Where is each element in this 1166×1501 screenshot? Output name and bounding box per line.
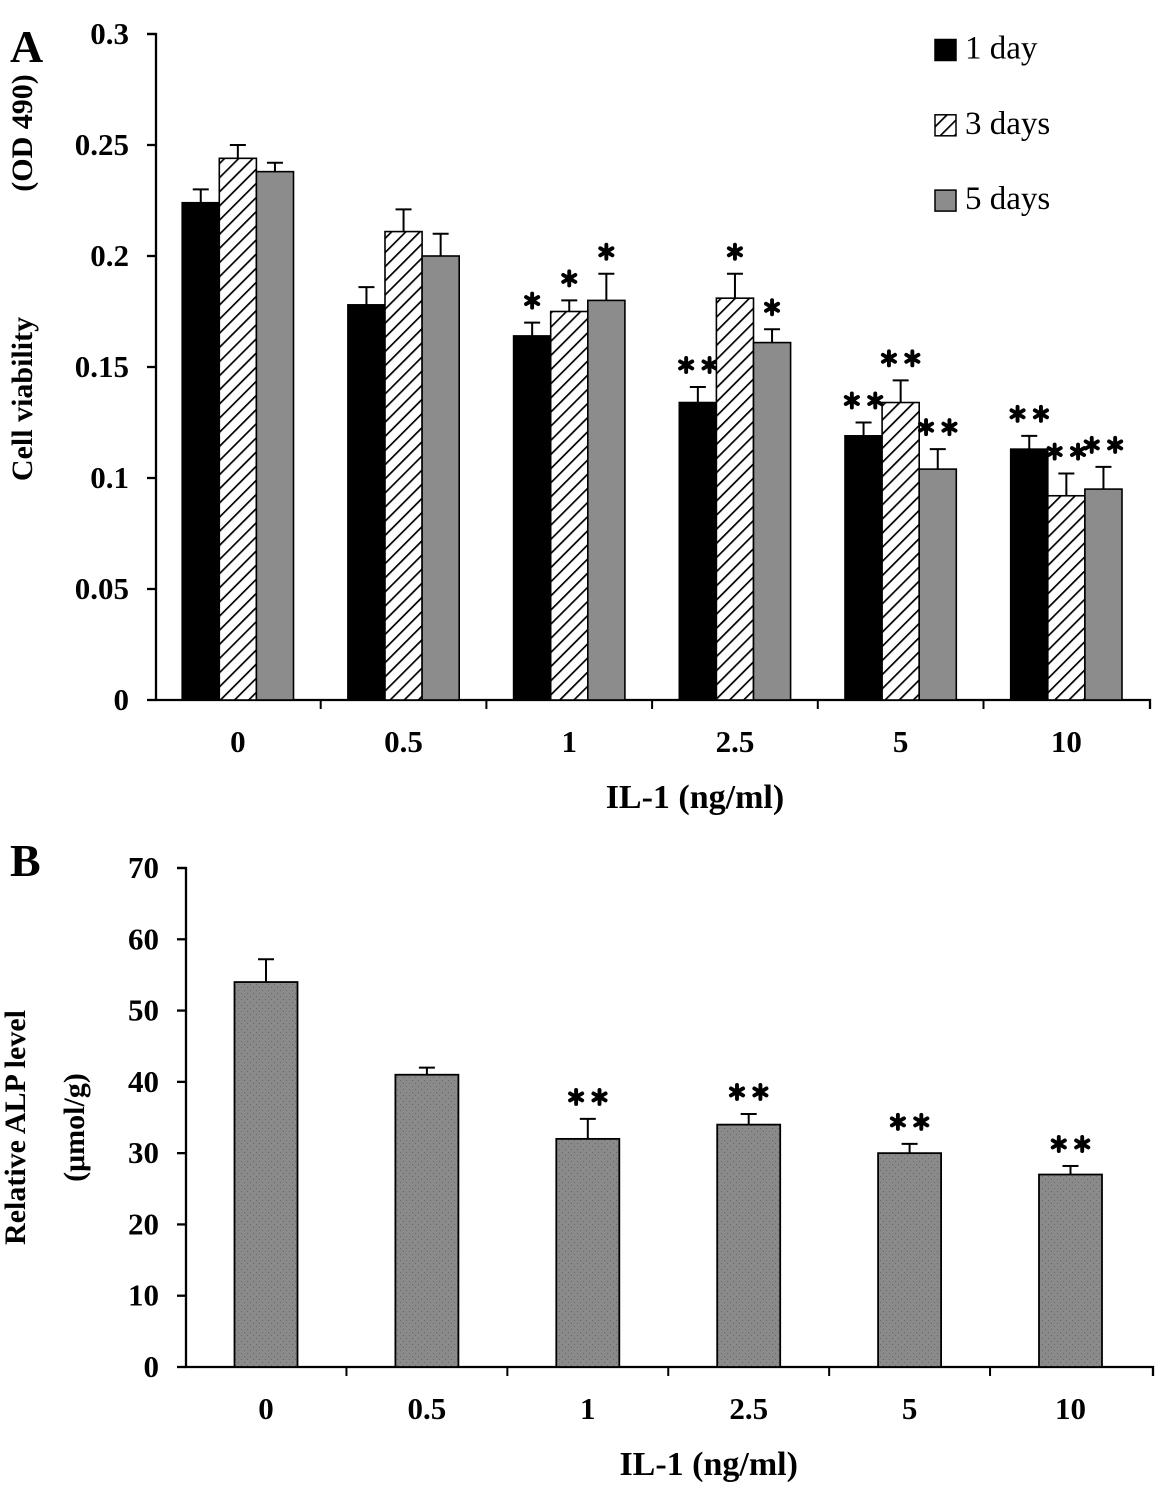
svg-text:Cell viability: Cell viability [6,317,39,481]
svg-text:50: 50 [128,993,159,1028]
svg-text:3 days: 3 days [965,106,1050,142]
svg-text:0.25: 0.25 [75,127,129,162]
svg-text:40: 40 [128,1064,159,1099]
svg-text:60: 60 [128,921,159,956]
svg-text:10: 10 [1051,724,1082,759]
svg-text:(OD 490): (OD 490) [6,74,39,191]
svg-text:10: 10 [1055,1391,1086,1426]
svg-text:0.2: 0.2 [90,238,129,273]
svg-text:1 day: 1 day [965,31,1038,67]
svg-text:0.1: 0.1 [90,460,129,495]
svg-text:5: 5 [902,1391,918,1426]
svg-text:30: 30 [128,1135,159,1170]
svg-text:1: 1 [562,724,578,759]
svg-text:0: 0 [114,682,130,717]
svg-text:70: 70 [128,850,159,885]
svg-text:20: 20 [128,1206,159,1241]
svg-text:(μmol/g): (μmol/g) [58,1073,91,1182]
svg-text:0.3: 0.3 [90,16,129,51]
svg-text:IL-1 (ng/ml): IL-1 (ng/ml) [619,1446,798,1483]
svg-text:0.05: 0.05 [75,571,129,606]
svg-text:0: 0 [144,1349,160,1384]
svg-text:2.5: 2.5 [729,1391,768,1426]
svg-text:5 days: 5 days [965,181,1050,217]
svg-text:0: 0 [230,724,246,759]
svg-text:Relative ALP level: Relative ALP level [0,1010,32,1245]
svg-text:0: 0 [258,1391,274,1426]
svg-text:0.5: 0.5 [408,1391,447,1426]
svg-text:5: 5 [893,724,909,759]
svg-text:0.15: 0.15 [75,349,129,384]
svg-text:B: B [10,835,41,886]
svg-text:0.5: 0.5 [384,724,423,759]
svg-text:10: 10 [128,1278,159,1313]
svg-text:IL-1 (ng/ml): IL-1 (ng/ml) [606,779,785,816]
svg-text:A: A [10,21,43,72]
svg-text:1: 1 [580,1391,596,1426]
svg-text:2.5: 2.5 [716,724,755,759]
